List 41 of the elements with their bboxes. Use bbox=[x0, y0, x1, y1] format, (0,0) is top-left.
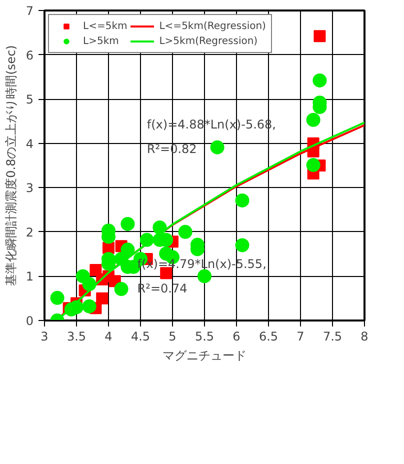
point bbox=[306, 158, 320, 172]
point bbox=[178, 224, 192, 239]
point bbox=[50, 290, 64, 305]
x-tick-label: 6 bbox=[232, 330, 240, 344]
y-tick-label: 5 bbox=[26, 92, 34, 107]
x-tick-label: 3.5 bbox=[66, 330, 86, 344]
point bbox=[235, 238, 250, 252]
x-tick-label: 4.5 bbox=[130, 330, 150, 344]
point bbox=[306, 112, 320, 127]
point bbox=[90, 264, 102, 276]
point bbox=[198, 269, 212, 284]
x-tick-label: 3 bbox=[40, 330, 48, 344]
x-axis-title: マグニチュード bbox=[162, 348, 246, 362]
x-tick-label: 7.5 bbox=[322, 330, 342, 344]
y-tick-label: 6 bbox=[26, 48, 34, 62]
point bbox=[235, 194, 250, 208]
point bbox=[120, 242, 135, 257]
y-tick-label: 2 bbox=[26, 225, 34, 240]
point bbox=[114, 282, 128, 296]
y-tick-label: 0 bbox=[26, 314, 34, 328]
x-tick-label: 6.5 bbox=[258, 330, 278, 344]
x-tick-label: 5 bbox=[168, 330, 176, 344]
x-tick-label: 5.5 bbox=[194, 330, 214, 344]
point bbox=[120, 216, 135, 231]
y-tick-label: 3 bbox=[26, 181, 34, 196]
point bbox=[312, 73, 327, 88]
point bbox=[82, 299, 96, 314]
y-tick-label: 4 bbox=[26, 136, 34, 151]
legend-label: L<=5km(Regression) bbox=[159, 20, 266, 32]
legend-label: L>5km(Regression) bbox=[159, 35, 258, 47]
legend-label: L>5km bbox=[83, 35, 119, 47]
y-tick-label: 7 bbox=[26, 4, 34, 18]
y-axis-title: 基準化瞬間計測震度0.8の立上がり時間(sec) bbox=[4, 45, 18, 286]
point bbox=[96, 292, 108, 304]
y-tick-label: 1 bbox=[26, 270, 34, 284]
x-tick-label: 7 bbox=[296, 330, 304, 344]
point bbox=[314, 30, 326, 42]
x-tick-label: 4 bbox=[104, 330, 112, 344]
point bbox=[210, 140, 224, 154]
legend-label: L<=5km bbox=[83, 20, 128, 32]
x-tick-label: 8 bbox=[360, 330, 368, 344]
